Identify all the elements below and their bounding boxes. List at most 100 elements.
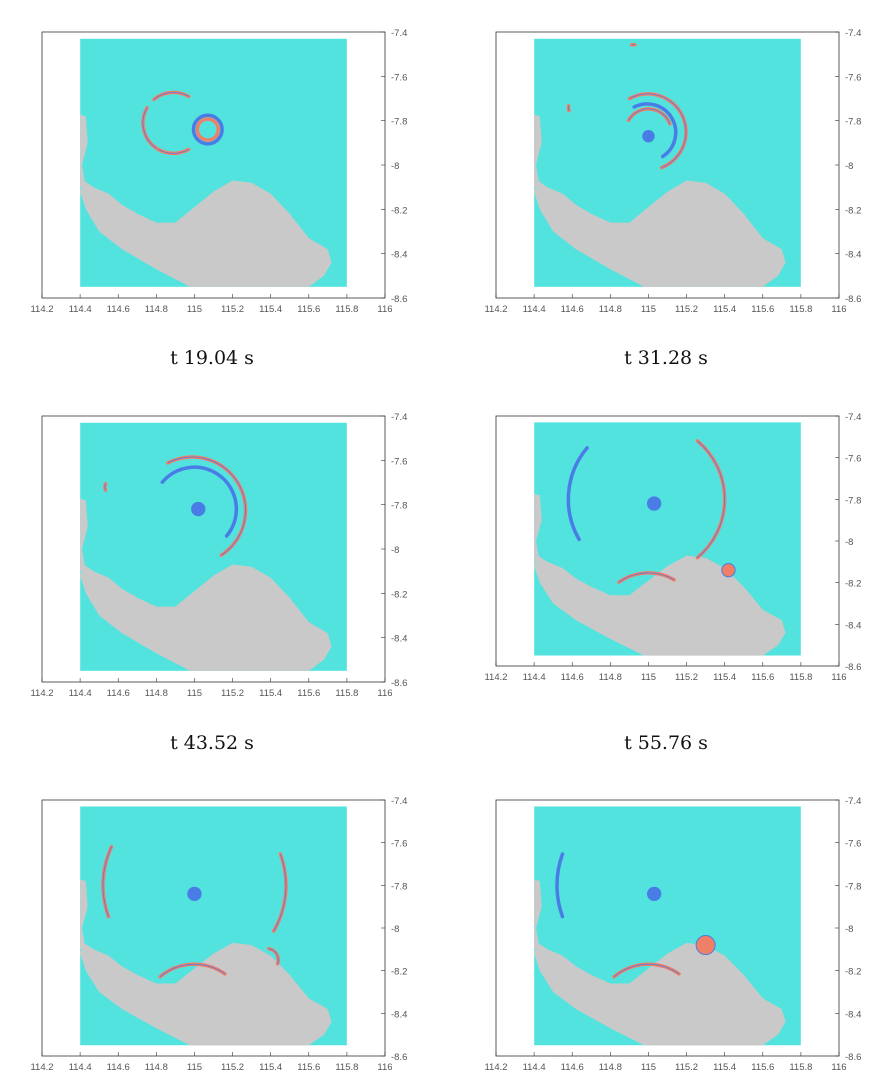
x-tick-label: 115.6 [297,688,320,699]
wave-front-outline [567,447,588,540]
y-tick-label: -7.8 [391,117,407,128]
y-tick-label: -7.6 [845,454,861,465]
y-tick-label: -8 [845,537,853,548]
x-tick-label: 116 [831,672,846,683]
y-tick-label: -7.6 [391,839,407,850]
y-tick-label: -8.4 [391,634,407,645]
x-tick-label: 115.8 [335,688,358,699]
x-tick-label: 114.4 [523,304,546,315]
x-tick-label: 115.2 [675,304,698,315]
wave-feature-negative [191,113,224,146]
y-tick-label: -7.8 [391,881,407,892]
y-tick-label: -7.6 [845,72,861,83]
x-tick-label: 114.8 [599,672,622,683]
x-tick-label: 114.6 [561,304,584,315]
x-tick-label: 114.6 [107,688,130,699]
land-java [534,493,542,562]
x-tick-label: 114.8 [599,1062,622,1073]
y-tick-label: -8 [391,545,399,556]
y-tick-label: -8.4 [845,250,861,261]
x-tick-label: 115.2 [675,1062,698,1073]
y-tick-label: -7.4 [845,796,861,807]
map-panel-5: 114.2 114.4 114.6 114.8 115 115.2 115.4 115.6 11… [30,796,407,1073]
y-tick-label: -8.6 [391,1052,407,1063]
wave-feature-negative [191,501,206,517]
y-tick-label: -7.4 [391,28,407,39]
x-tick-label: 115 [641,304,656,315]
y-tick-label: -8.6 [845,662,861,673]
y-tick-label: -8.6 [391,294,407,305]
x-tick-label: 114.6 [561,672,584,683]
x-tick-label: 116 [377,304,392,315]
x-tick-label: 115 [187,1062,202,1073]
wave-front-outline [102,846,112,917]
map-panel-3: 114.2 114.4 114.6 114.8 115 115.2 115.4 115.6 11… [30,412,407,699]
y-tick-label: -8 [391,161,399,172]
x-tick-label: 116 [377,688,392,699]
wave-front-outline [273,853,287,932]
x-tick-label: 114.6 [107,304,130,315]
x-tick-label: 114.4 [69,1062,92,1073]
land-java [534,114,542,188]
x-tick-label: 114.2 [30,1062,53,1073]
x-tick-label: 114.2 [484,304,507,315]
land-bali [534,942,786,1046]
y-tick-label: -7.4 [845,28,861,39]
y-tick-label: -8 [845,161,853,172]
x-tick-label: 115.8 [789,1062,812,1073]
land-bali [534,555,786,656]
land-java [80,879,88,950]
y-tick-label: -8.6 [391,678,407,689]
land-bali [80,564,332,671]
map-panel-1: 114.2 114.4 114.6 114.8 115 115.2 115.4 115.6 11… [30,28,407,315]
map-panel-6: 114.2 114.4 114.6 114.8 115 115.2 115.4 115.6 11… [484,796,861,1073]
x-tick-label: 115.6 [751,304,774,315]
y-tick-label: -7.8 [845,881,861,892]
y-tick-label: -7.6 [845,839,861,850]
wave-front-outline [142,107,159,150]
wave-feature-negative [187,886,202,902]
wave-feature-negative [646,886,662,902]
wave-front-outline [568,105,570,111]
x-tick-label: 116 [831,1062,846,1073]
x-tick-label: 114.2 [30,304,53,315]
y-tick-label: -8.2 [391,205,407,216]
y-tick-label: -7.8 [845,495,861,506]
caption-panel-1: t 19.04 s [170,347,254,369]
x-tick-label: 115.2 [221,688,244,699]
x-tick-label: 115 [187,688,202,699]
x-tick-label: 115.8 [789,672,812,683]
x-tick-label: 115.4 [259,688,282,699]
wave-front-outline [158,148,189,154]
wave-feature-negative [646,496,662,511]
x-tick-label: 115.4 [713,304,736,315]
y-tick-label: -8.2 [845,579,861,590]
y-tick-label: -7.6 [391,72,407,83]
x-tick-label: 114.6 [561,1062,584,1073]
x-tick-label: 115.6 [751,672,774,683]
wave-feature-positive [195,117,221,142]
caption-panel-4: t 55.76 s [624,732,708,754]
x-tick-label: 115 [641,672,656,683]
x-tick-label: 114.8 [599,304,622,315]
wave-front-outline [634,103,677,157]
wave-front-outline [167,456,246,556]
wave-front-outline [613,963,680,978]
x-tick-label: 115 [187,304,202,315]
x-tick-label: 114.2 [30,688,53,699]
y-tick-label: -8.2 [391,967,407,978]
y-tick-label: -8.2 [391,589,407,600]
y-tick-label: -8.2 [845,967,861,978]
y-tick-label: -8.4 [391,250,407,261]
x-tick-label: 115.4 [259,304,282,315]
wave-front-outline [153,92,189,100]
x-tick-label: 115.2 [221,1062,244,1073]
y-tick-label: -7.4 [391,796,407,807]
x-tick-label: 115.6 [297,304,320,315]
y-tick-label: -7.8 [845,117,861,128]
land-java [534,879,542,950]
y-tick-label: -8 [391,924,399,935]
x-tick-label: 114.2 [484,672,507,683]
x-tick-label: 114.8 [145,1062,168,1073]
